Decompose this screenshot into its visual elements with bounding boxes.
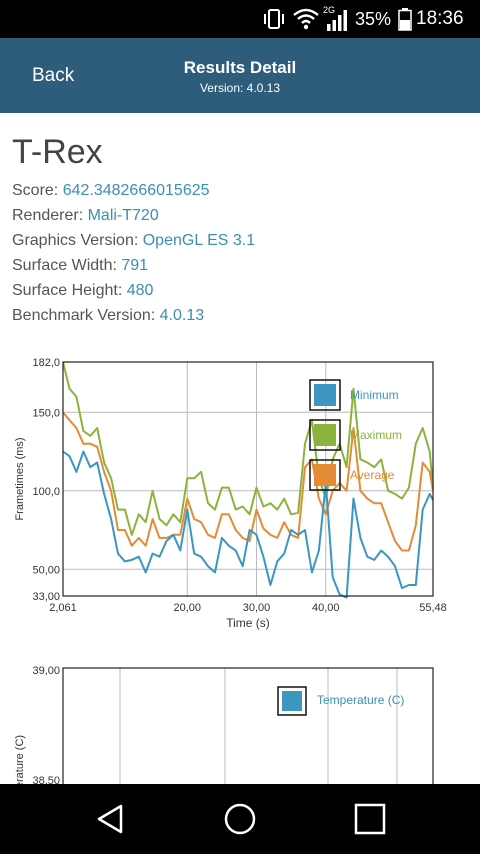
detail-label: Score: (12, 182, 63, 199)
vibrate-icon (262, 0, 286, 38)
legend-swatch-frame (309, 459, 341, 491)
detail-value: 791 (121, 257, 149, 274)
status-bar: 2G 35% 18:36 (0, 0, 480, 38)
clock: 18:36 (416, 8, 464, 29)
y-tick-label: 39,00 (32, 665, 60, 677)
series-line-maximum (62, 361, 434, 536)
detail-label: Surface Width: (12, 257, 122, 274)
back-button[interactable]: Back (32, 64, 75, 86)
y-axis-label: Temperature (C) (14, 735, 26, 785)
detail-value: OpenGL ES 3.1 (142, 232, 256, 249)
legend-label-minimum: Minimum (350, 388, 399, 402)
temperature-chart: 39,00 38,50 Temperature (C) Temperature … (14, 665, 434, 785)
detail-value: 642.3482666015625 (62, 182, 210, 199)
navigation-bar (0, 784, 480, 854)
legend-swatch-frame (309, 379, 341, 411)
detail-value: Mali-T720 (87, 207, 159, 224)
detail-row-surface-width: Surface Width: 791 (12, 253, 472, 278)
battery-percent: 35% (355, 8, 392, 29)
signal-icon: 2G (323, 0, 349, 38)
detail-label: Renderer: (12, 207, 88, 224)
x-tick-label: 30,00 (243, 602, 271, 614)
detail-value: 4.0.13 (159, 307, 205, 324)
x-tick-label: 2,061 (49, 602, 77, 614)
y-tick-label: 50,00 (32, 564, 60, 576)
nav-recents-icon[interactable] (330, 784, 410, 854)
y-tick-label: 33,00 (32, 591, 60, 603)
legend-label-temperature: Temperature (C) (317, 693, 404, 707)
x-tick-label: 20,00 (173, 602, 201, 614)
y-tick-label: 38,50 (32, 775, 60, 785)
plot-frame (62, 361, 434, 597)
title-block: Results Detail Version: 4.0.13 (0, 58, 480, 95)
detail-row-benchmark-version: Benchmark Version: 4.0.13 (12, 303, 472, 328)
benchmark-name: T-Rex (12, 133, 103, 171)
legend-swatch-maximum (314, 424, 336, 446)
chart-legend: Minimum Maximum Average (309, 379, 402, 491)
detail-row-graphics-version: Graphics Version: OpenGL ES 3.1 (12, 228, 472, 253)
detail-label: Surface Height: (12, 282, 127, 299)
series-line-minimum (62, 450, 434, 599)
page-title: Results Detail (183, 58, 297, 77)
detail-label: Benchmark Version: (12, 307, 160, 324)
app-bar: Back Results Detail Version: 4.0.13 (0, 38, 480, 113)
legend-swatch-frame (309, 419, 341, 451)
plot-frame (62, 667, 434, 785)
legend-label-average: Average (350, 468, 395, 482)
detail-label: Graphics Version: (12, 232, 143, 249)
legend-swatch-average (314, 464, 336, 486)
network-type: 2G (323, 5, 336, 15)
version-subtitle: Version: 4.0.13 (199, 81, 281, 95)
benchmark-details: T-Rex Score: 642.3482666015625 Renderer:… (12, 132, 472, 328)
legend-swatch-temperature (282, 691, 302, 711)
y-tick-label: 182,0 (32, 357, 60, 369)
x-tick-label: 40,00 (312, 602, 340, 614)
series-line-average (62, 411, 434, 552)
nav-home-icon[interactable] (200, 784, 280, 854)
detail-value: 480 (126, 282, 154, 299)
detail-row-surface-height: Surface Height: 480 (12, 278, 472, 303)
y-tick-label: 150,0 (32, 407, 60, 419)
detail-row-renderer: Renderer: Mali-T720 (12, 203, 472, 228)
legend-label-maximum: Maximum (350, 428, 402, 442)
nav-back-icon[interactable] (70, 784, 150, 854)
x-tick-label: 55,48 (419, 602, 447, 614)
detail-row-score: Score: 642.3482666015625 (12, 178, 472, 203)
legend-swatch-minimum (314, 384, 336, 406)
frametimes-chart: 33,00 50,00 100,0 150,0 182,0 2,061 20,00 30,0… (14, 357, 447, 630)
x-axis-label: Time (s) (226, 616, 270, 630)
y-tick-label: 100,0 (32, 486, 60, 498)
wifi-icon (293, 0, 319, 38)
y-axis-label: Frametimes (ms) (14, 437, 26, 520)
battery-icon (398, 0, 412, 38)
